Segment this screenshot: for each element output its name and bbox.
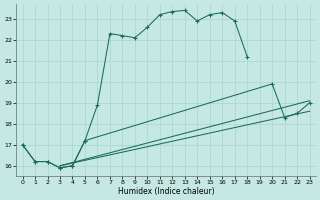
X-axis label: Humidex (Indice chaleur): Humidex (Indice chaleur) <box>118 187 214 196</box>
